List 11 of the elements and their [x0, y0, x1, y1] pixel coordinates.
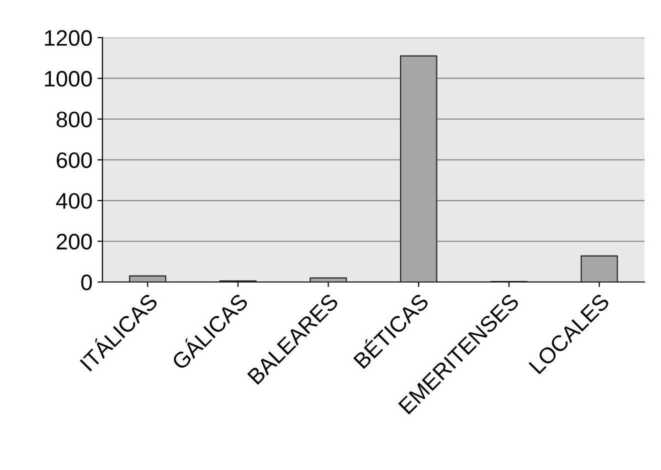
bar: [310, 277, 347, 282]
bar: [580, 255, 618, 282]
y-tick-label: 200: [56, 234, 92, 250]
bar: [400, 55, 438, 282]
y-tick-label: 1000: [44, 70, 92, 87]
y-tick-label: 1200: [44, 30, 92, 46]
y-tick-label: 600: [56, 152, 92, 168]
y-tick-label: 800: [56, 112, 92, 128]
bar: [129, 275, 166, 282]
y-tick-label: 0: [81, 274, 92, 290]
y-tick-label: 400: [56, 193, 92, 209]
